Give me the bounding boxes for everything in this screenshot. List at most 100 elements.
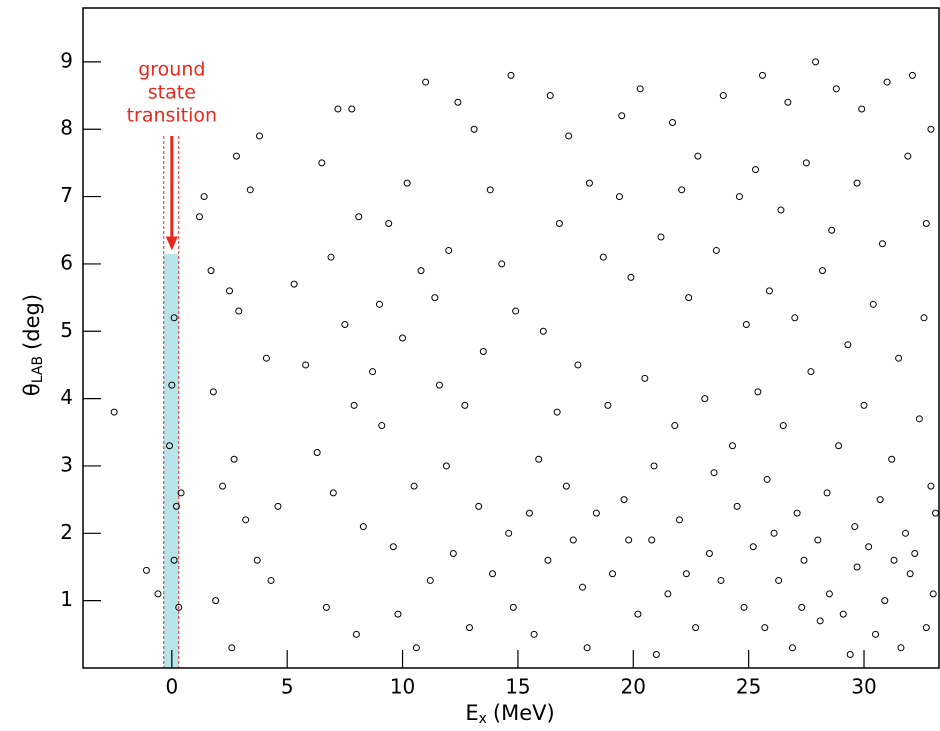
point (544, 556, 552, 564)
point (851, 523, 859, 531)
point (226, 287, 234, 295)
point (507, 71, 515, 79)
point (906, 570, 914, 578)
point (525, 509, 533, 517)
point (166, 442, 174, 450)
point (839, 610, 847, 618)
point (530, 630, 538, 638)
point (599, 253, 607, 261)
point (609, 570, 617, 578)
point (740, 603, 748, 611)
point (860, 401, 868, 409)
point (650, 462, 658, 470)
point (489, 570, 497, 578)
point (788, 644, 796, 652)
point (705, 550, 713, 558)
point (908, 71, 916, 79)
point (302, 361, 310, 369)
point (825, 590, 833, 598)
point (641, 374, 649, 382)
point (290, 280, 298, 288)
point (583, 644, 591, 652)
point (565, 132, 573, 140)
point (539, 327, 547, 335)
point (678, 186, 686, 194)
point (927, 482, 935, 490)
point (701, 395, 709, 403)
point (403, 179, 411, 187)
point (904, 152, 912, 160)
annotation: transition (127, 105, 218, 127)
point (719, 92, 727, 100)
point (652, 651, 660, 659)
point (664, 590, 672, 598)
point (779, 422, 787, 430)
point (341, 321, 349, 329)
arrow-head (165, 236, 178, 251)
point (835, 442, 843, 450)
point (763, 475, 771, 483)
point (890, 556, 898, 564)
point (479, 347, 487, 355)
x-tick-label: 25 (736, 675, 761, 699)
point (253, 556, 261, 564)
point (911, 550, 919, 558)
x-tick-label: 20 (621, 675, 646, 699)
point (142, 566, 150, 574)
point (777, 206, 785, 214)
y-tick-label: 8 (60, 116, 73, 140)
point (742, 321, 750, 329)
point (728, 442, 736, 450)
point (897, 644, 905, 652)
point (442, 462, 450, 470)
plot-frame (82, 7, 940, 669)
point (844, 341, 852, 349)
point (865, 543, 873, 551)
point (207, 267, 215, 275)
x-tick-label: 10 (390, 675, 415, 699)
point (869, 300, 877, 308)
point (177, 489, 185, 497)
x-tick-label: 5 (281, 675, 294, 699)
y-tick-label: 6 (60, 250, 73, 274)
point (449, 550, 457, 558)
point (168, 381, 176, 389)
point (417, 267, 425, 275)
point (355, 213, 363, 221)
point (876, 496, 884, 504)
point (802, 159, 810, 167)
point (486, 186, 494, 194)
point (562, 482, 570, 490)
point (927, 125, 935, 133)
highlight-band (163, 253, 179, 668)
point (832, 85, 840, 93)
point (853, 563, 861, 571)
point (465, 624, 473, 632)
annotation: ground (138, 59, 205, 81)
point (823, 489, 831, 497)
point (327, 253, 335, 261)
point (431, 294, 439, 302)
point (671, 422, 679, 430)
point (412, 644, 420, 652)
point (546, 92, 554, 100)
point (675, 516, 683, 524)
x-tick-label: 15 (505, 675, 530, 699)
point (920, 314, 928, 322)
point (318, 159, 326, 167)
point (620, 496, 628, 504)
point (313, 448, 321, 456)
point (329, 489, 337, 497)
point (682, 570, 690, 578)
x-tick-label: 0 (165, 675, 178, 699)
point (735, 193, 743, 201)
point (784, 98, 792, 106)
point (685, 294, 693, 302)
point (394, 610, 402, 618)
point (694, 152, 702, 160)
point (385, 220, 393, 228)
point (814, 536, 822, 544)
point (922, 220, 930, 228)
point (110, 408, 118, 416)
point (657, 233, 665, 241)
